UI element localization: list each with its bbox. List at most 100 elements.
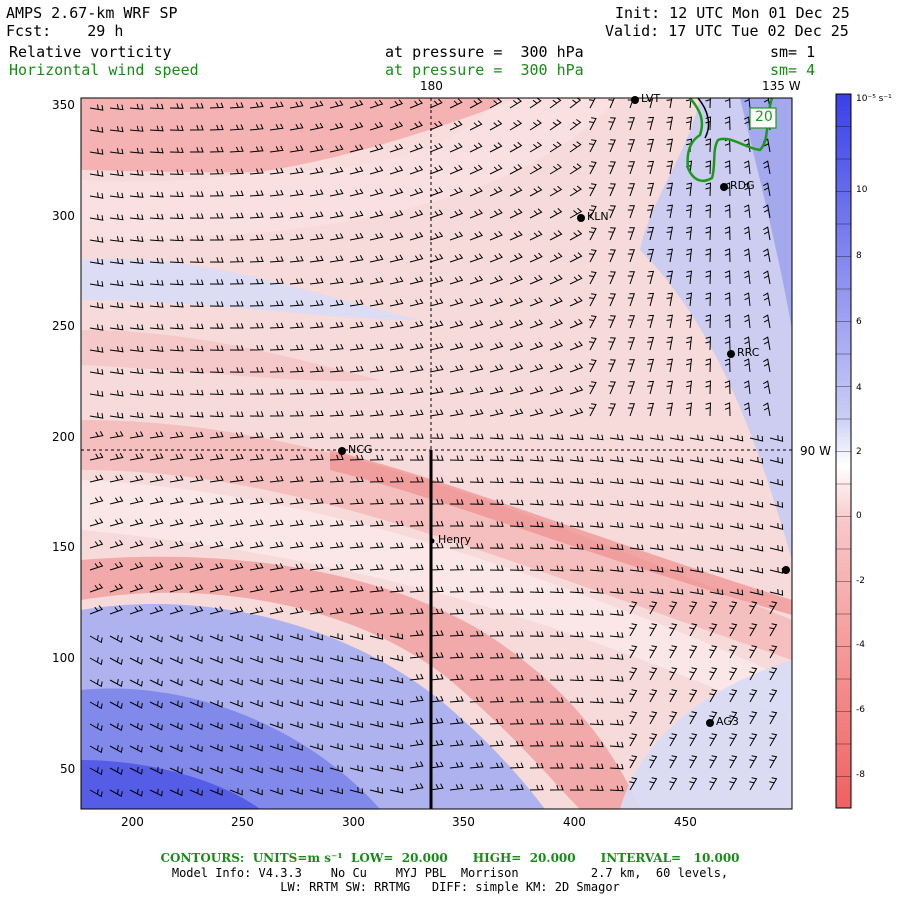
wind-barb <box>309 299 324 307</box>
colorbar-label: 10 <box>856 185 868 195</box>
wind-barb <box>608 183 616 197</box>
wind-barb <box>249 655 263 664</box>
wind-barb <box>309 189 324 197</box>
wind-barb <box>469 231 484 241</box>
wind-barb <box>129 453 144 461</box>
wind-barb <box>469 762 484 769</box>
wind-barb <box>649 522 664 529</box>
station-label: RDG <box>730 179 755 192</box>
wind-barb <box>389 232 404 241</box>
wind-barb <box>629 601 638 615</box>
wind-barb <box>489 587 504 593</box>
wind-barb <box>209 606 224 615</box>
wind-barb <box>647 160 655 175</box>
wind-barb <box>189 475 204 483</box>
wind-barb <box>169 584 184 593</box>
wind-barb <box>409 695 424 703</box>
wind-barb <box>569 741 584 747</box>
wind-barb <box>729 478 744 486</box>
wind-barb <box>369 232 384 241</box>
wind-barb <box>89 701 103 710</box>
wind-barb <box>169 279 184 286</box>
wind-barb <box>129 788 143 797</box>
wind-barb <box>449 761 464 769</box>
wind-barb <box>763 226 771 241</box>
wind-barb <box>269 101 284 109</box>
wind-barb <box>685 336 693 351</box>
colorbar-label: 2 <box>856 447 862 457</box>
wind-barb <box>609 478 624 485</box>
wind-barb <box>169 367 184 374</box>
wind-barb <box>429 276 444 285</box>
wind-barb <box>89 745 103 754</box>
wind-barb <box>469 275 484 285</box>
wind-barb <box>129 496 144 505</box>
wind-barb <box>149 766 163 775</box>
wind-barb <box>289 677 303 685</box>
wind-barb <box>129 125 144 132</box>
x-tick-label: 250 <box>231 815 254 829</box>
wind-barb <box>89 723 103 732</box>
wind-barb <box>389 321 404 329</box>
wind-barb <box>489 142 503 153</box>
wind-barb <box>249 344 264 351</box>
wind-barb <box>389 632 404 640</box>
wind-barb <box>289 699 303 707</box>
wind-barb <box>589 434 604 441</box>
wind-barb <box>569 274 583 285</box>
wind-barb <box>189 453 204 461</box>
wind-barb <box>589 456 604 463</box>
wind-barb <box>489 499 504 506</box>
wind-barb <box>149 191 164 198</box>
wind-barb <box>509 341 524 351</box>
wind-barb <box>409 433 424 439</box>
wind-barb <box>269 212 284 219</box>
wind-barb <box>229 700 243 708</box>
wind-barb <box>669 667 678 681</box>
wind-barb <box>569 252 583 263</box>
wind-barb <box>249 123 264 131</box>
wind-barb <box>329 255 344 263</box>
wind-barb <box>349 476 364 483</box>
station-label: LVT <box>641 92 661 105</box>
wind-barb <box>169 431 184 439</box>
wind-barb <box>229 519 244 527</box>
wind-barb <box>329 585 344 593</box>
wind-barb <box>209 584 224 593</box>
wind-barb <box>549 119 562 131</box>
wind-barb <box>409 99 423 109</box>
wind-barb <box>689 544 704 551</box>
wind-barb <box>689 588 704 595</box>
wind-barb <box>449 455 464 461</box>
wind-barb <box>369 365 384 373</box>
wind-barb <box>129 323 144 331</box>
wind-barb <box>649 733 658 747</box>
wind-barb <box>289 322 304 329</box>
wind-barb <box>89 258 104 265</box>
wind-barb <box>129 301 144 309</box>
wind-barb <box>109 679 123 687</box>
wind-barb <box>229 541 244 549</box>
wind-barb <box>409 143 424 153</box>
wind-barb <box>627 161 636 175</box>
wind-barb <box>109 452 124 461</box>
wind-barb <box>549 408 564 417</box>
wind-barb <box>509 696 524 703</box>
colorbar <box>835 93 852 809</box>
wind-barb <box>609 631 624 638</box>
wind-barb <box>709 566 724 574</box>
wind-barb <box>169 634 183 643</box>
wind-barb <box>249 721 263 730</box>
wind-barb <box>629 667 638 681</box>
wind-barb <box>349 299 364 307</box>
wind-barb <box>489 455 504 462</box>
wind-barb <box>269 454 284 461</box>
wind-barb <box>129 744 143 753</box>
wind-barb <box>724 314 731 329</box>
wind-barb <box>289 519 304 527</box>
wind-barb <box>189 766 203 775</box>
wind-barb <box>369 632 384 640</box>
wind-barb <box>685 248 693 263</box>
wind-barb <box>89 583 104 593</box>
wind-barb <box>609 785 624 792</box>
